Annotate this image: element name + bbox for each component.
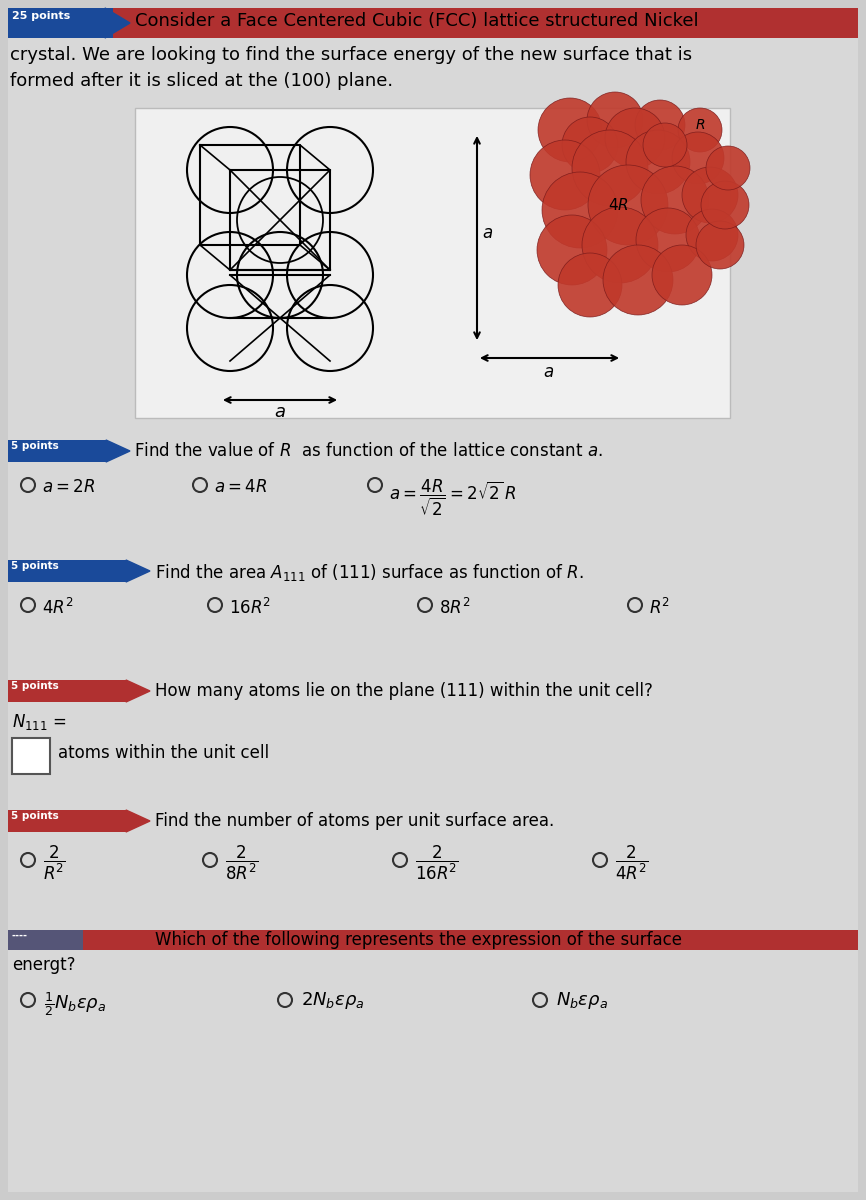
Text: Find the area $A_{111}$ of (111) surface as function of $R$.: Find the area $A_{111}$ of (111) surface… <box>155 562 584 583</box>
Circle shape <box>588 164 668 245</box>
Text: $\dfrac{2}{R^2}$: $\dfrac{2}{R^2}$ <box>43 844 66 882</box>
Bar <box>8 440 106 462</box>
Polygon shape <box>105 8 130 38</box>
Text: $a$: $a$ <box>274 403 286 421</box>
Text: Which of the following represents the expression of the surface: Which of the following represents the ex… <box>155 931 682 949</box>
Circle shape <box>686 209 738 260</box>
Circle shape <box>572 130 648 206</box>
Text: $a = \dfrac{4R}{\sqrt{2}} = 2\sqrt{2}\,R$: $a = \dfrac{4R}{\sqrt{2}} = 2\sqrt{2}\,R… <box>389 478 516 518</box>
Polygon shape <box>126 560 150 582</box>
Circle shape <box>542 172 618 248</box>
Circle shape <box>643 122 687 167</box>
Circle shape <box>603 245 673 314</box>
Text: 5 points: 5 points <box>11 560 59 571</box>
Bar <box>8 560 126 582</box>
Text: $N_{111}$ =: $N_{111}$ = <box>12 712 67 732</box>
Text: $2N_b\epsilon\rho_a$: $2N_b\epsilon\rho_a$ <box>301 990 365 1010</box>
Text: $4R^2$: $4R^2$ <box>42 598 74 618</box>
Polygon shape <box>126 810 150 832</box>
Text: $a$: $a$ <box>482 224 493 242</box>
Text: 5 points: 5 points <box>11 680 59 691</box>
Text: atoms within the unit cell: atoms within the unit cell <box>58 744 269 762</box>
Bar <box>83 930 858 950</box>
Circle shape <box>626 130 690 194</box>
Text: $\dfrac{2}{8R^2}$: $\dfrac{2}{8R^2}$ <box>225 844 258 882</box>
Text: Find the number of atoms per unit surface area.: Find the number of atoms per unit surfac… <box>155 812 554 830</box>
Circle shape <box>582 206 658 283</box>
Text: energt?: energt? <box>12 956 75 974</box>
Text: ----: ---- <box>11 931 27 941</box>
Text: $\dfrac{2}{4R^2}$: $\dfrac{2}{4R^2}$ <box>615 844 649 882</box>
Text: 5 points: 5 points <box>11 811 59 821</box>
Text: Find the value of $R$  as function of the lattice constant $a$.: Find the value of $R$ as function of the… <box>134 442 603 460</box>
Text: Consider a Face Centered Cubic (FCC) lattice structured Nickel: Consider a Face Centered Cubic (FCC) lat… <box>135 12 699 30</box>
Bar <box>8 8 113 38</box>
Text: $a = 4R$: $a = 4R$ <box>214 478 267 496</box>
Circle shape <box>537 215 607 284</box>
Text: $\frac{1}{2}N_b\epsilon\rho_a$: $\frac{1}{2}N_b\epsilon\rho_a$ <box>44 990 107 1018</box>
Circle shape <box>682 167 738 223</box>
Polygon shape <box>126 680 150 702</box>
Circle shape <box>706 146 750 190</box>
Bar <box>8 810 126 832</box>
Circle shape <box>636 208 700 272</box>
Circle shape <box>672 132 724 184</box>
Circle shape <box>530 140 600 210</box>
Text: 5 points: 5 points <box>11 440 59 451</box>
Bar <box>8 680 126 702</box>
Text: 25 points: 25 points <box>12 11 70 20</box>
Text: $R^2$: $R^2$ <box>649 598 670 618</box>
Text: crystal. We are looking to find the surface energy of the new surface that is: crystal. We are looking to find the surf… <box>10 46 692 64</box>
Text: $8R^2$: $8R^2$ <box>439 598 470 618</box>
Circle shape <box>562 116 618 173</box>
Circle shape <box>587 92 643 148</box>
Bar <box>12 738 50 774</box>
Circle shape <box>641 166 709 234</box>
Text: $a$: $a$ <box>544 362 554 382</box>
Text: How many atoms lie on the plane (111) within the unit cell?: How many atoms lie on the plane (111) wi… <box>155 682 653 700</box>
Circle shape <box>635 100 685 150</box>
Circle shape <box>678 108 722 152</box>
Bar <box>8 930 83 950</box>
Circle shape <box>701 181 749 229</box>
Bar <box>135 108 730 418</box>
Text: $\dfrac{2}{16R^2}$: $\dfrac{2}{16R^2}$ <box>415 844 459 882</box>
Text: $4R$: $4R$ <box>608 197 629 214</box>
Circle shape <box>558 253 622 317</box>
Circle shape <box>605 108 665 168</box>
Text: $a = 2R$: $a = 2R$ <box>42 478 95 496</box>
Text: $16R^2$: $16R^2$ <box>229 598 271 618</box>
Circle shape <box>538 98 602 162</box>
Polygon shape <box>106 440 130 462</box>
Circle shape <box>652 245 712 305</box>
Circle shape <box>696 221 744 269</box>
Text: $R$: $R$ <box>695 118 705 132</box>
Text: formed after it is sliced at the (100) plane.: formed after it is sliced at the (100) p… <box>10 72 393 90</box>
Text: $N_b\epsilon\rho_a$: $N_b\epsilon\rho_a$ <box>556 990 608 1010</box>
Bar <box>113 8 858 38</box>
